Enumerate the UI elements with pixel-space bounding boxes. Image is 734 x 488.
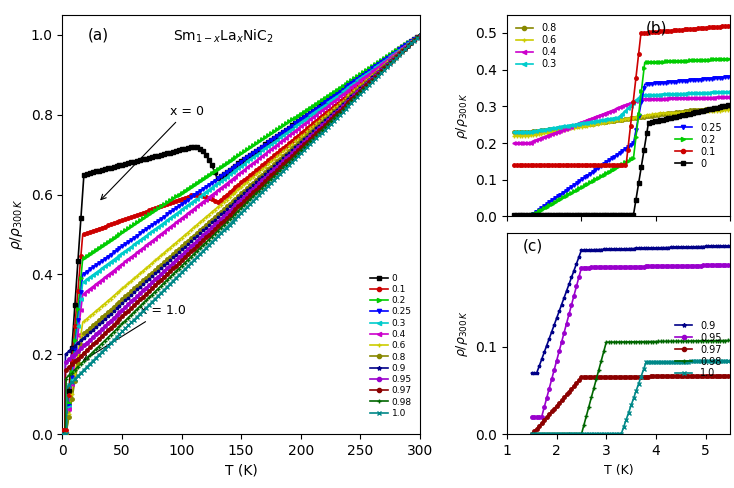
Text: (c): (c) [523,239,543,254]
X-axis label: T (K): T (K) [225,464,258,478]
Text: (b): (b) [645,20,667,36]
Y-axis label: $\rho/\rho_{300\,K}$: $\rho/\rho_{300\,K}$ [454,92,470,139]
Y-axis label: $\rho/\rho_{300\,K}$: $\rho/\rho_{300\,K}$ [8,199,25,250]
Legend: 0.9, 0.95, 0.97, 0.98, 1.0: 0.9, 0.95, 0.97, 0.98, 1.0 [671,317,725,383]
Text: (a): (a) [87,27,109,42]
Legend: 0, 0.1, 0.2, 0.25, 0.3, 0.4, 0.6, 0.8, 0.9, 0.95, 0.97, 0.98, 1.0: 0, 0.1, 0.2, 0.25, 0.3, 0.4, 0.6, 0.8, 0… [366,270,415,422]
Legend: 0.25, 0.2, 0.1, 0: 0.25, 0.2, 0.1, 0 [671,119,725,173]
Text: x = 0: x = 0 [101,104,203,200]
Text: x = 1.0: x = 1.0 [84,305,186,360]
X-axis label: T (K): T (K) [604,464,633,477]
Y-axis label: $\rho/\rho_{300\,K}$: $\rho/\rho_{300\,K}$ [454,310,470,357]
Text: Sm$_{1-x}$La$_x$NiC$_2$: Sm$_{1-x}$La$_x$NiC$_2$ [173,27,274,44]
